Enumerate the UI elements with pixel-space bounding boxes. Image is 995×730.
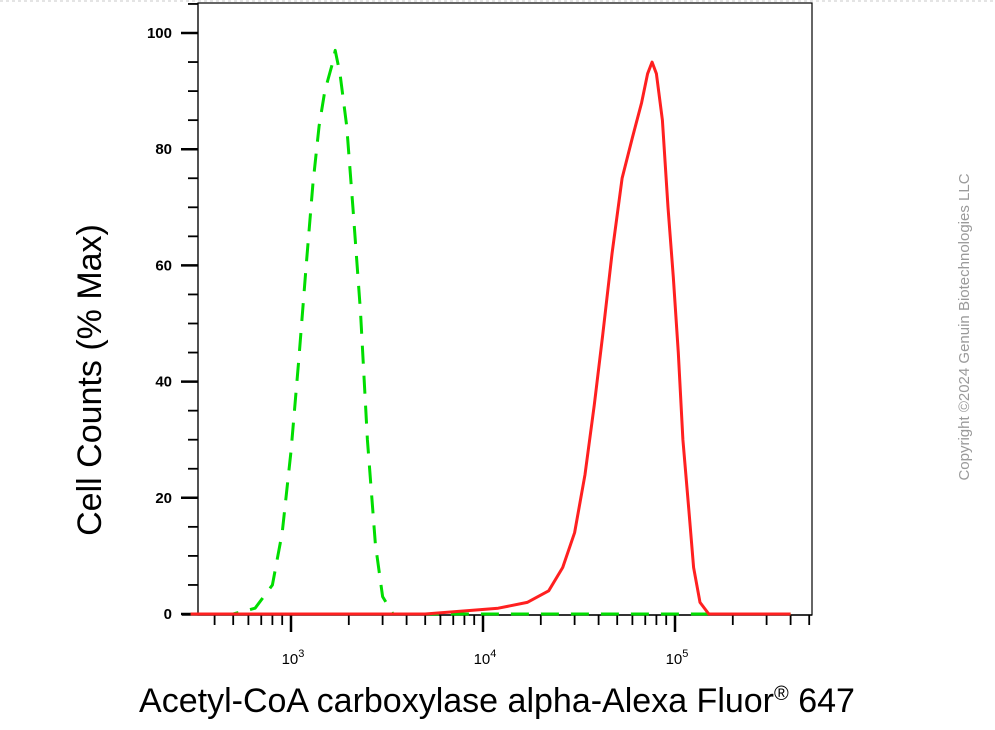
x-tick-exponent: 5 bbox=[682, 648, 688, 660]
y-tick-label: 60 bbox=[155, 257, 172, 274]
x-axis-label-superscript: ® bbox=[774, 683, 789, 705]
x-tick-exponent: 4 bbox=[490, 648, 496, 660]
y-axis: 0 20 40 60 80 100 bbox=[147, 3, 199, 623]
y-axis-label: Cell Counts (% Max) bbox=[71, 224, 109, 536]
x-tick-label: 104 bbox=[474, 648, 497, 668]
x-tick-base: 10 bbox=[666, 651, 683, 668]
copyright-watermark: Copyright ©2024 Genuin Biotechnologies L… bbox=[956, 173, 973, 480]
x-axis: 103 104 105 bbox=[182, 614, 812, 668]
x-tick-exponent: 3 bbox=[298, 648, 304, 660]
plot-frame bbox=[197, 2, 813, 616]
y-tick-label: 40 bbox=[155, 374, 172, 391]
x-axis-label-main: Acetyl-CoA carboxylase alpha-Alexa Fluor bbox=[139, 682, 774, 720]
y-tick-label: 80 bbox=[155, 141, 172, 158]
x-axis-label-suffix: 647 bbox=[789, 682, 855, 720]
x-axis-label: Acetyl-CoA carboxylase alpha-Alexa Fluor… bbox=[139, 682, 855, 720]
x-tick-label: 105 bbox=[666, 648, 689, 668]
y-tick-label: 0 bbox=[164, 606, 172, 623]
sample-histogram-line bbox=[190, 60, 791, 616]
y-tick-label: 100 bbox=[147, 25, 172, 42]
y-tick-label: 20 bbox=[155, 490, 172, 507]
x-tick-label: 103 bbox=[282, 648, 305, 668]
x-tick-base: 10 bbox=[282, 651, 299, 668]
series-layer bbox=[190, 48, 791, 616]
x-tick-base: 10 bbox=[474, 651, 491, 668]
control-histogram-line bbox=[190, 48, 791, 616]
